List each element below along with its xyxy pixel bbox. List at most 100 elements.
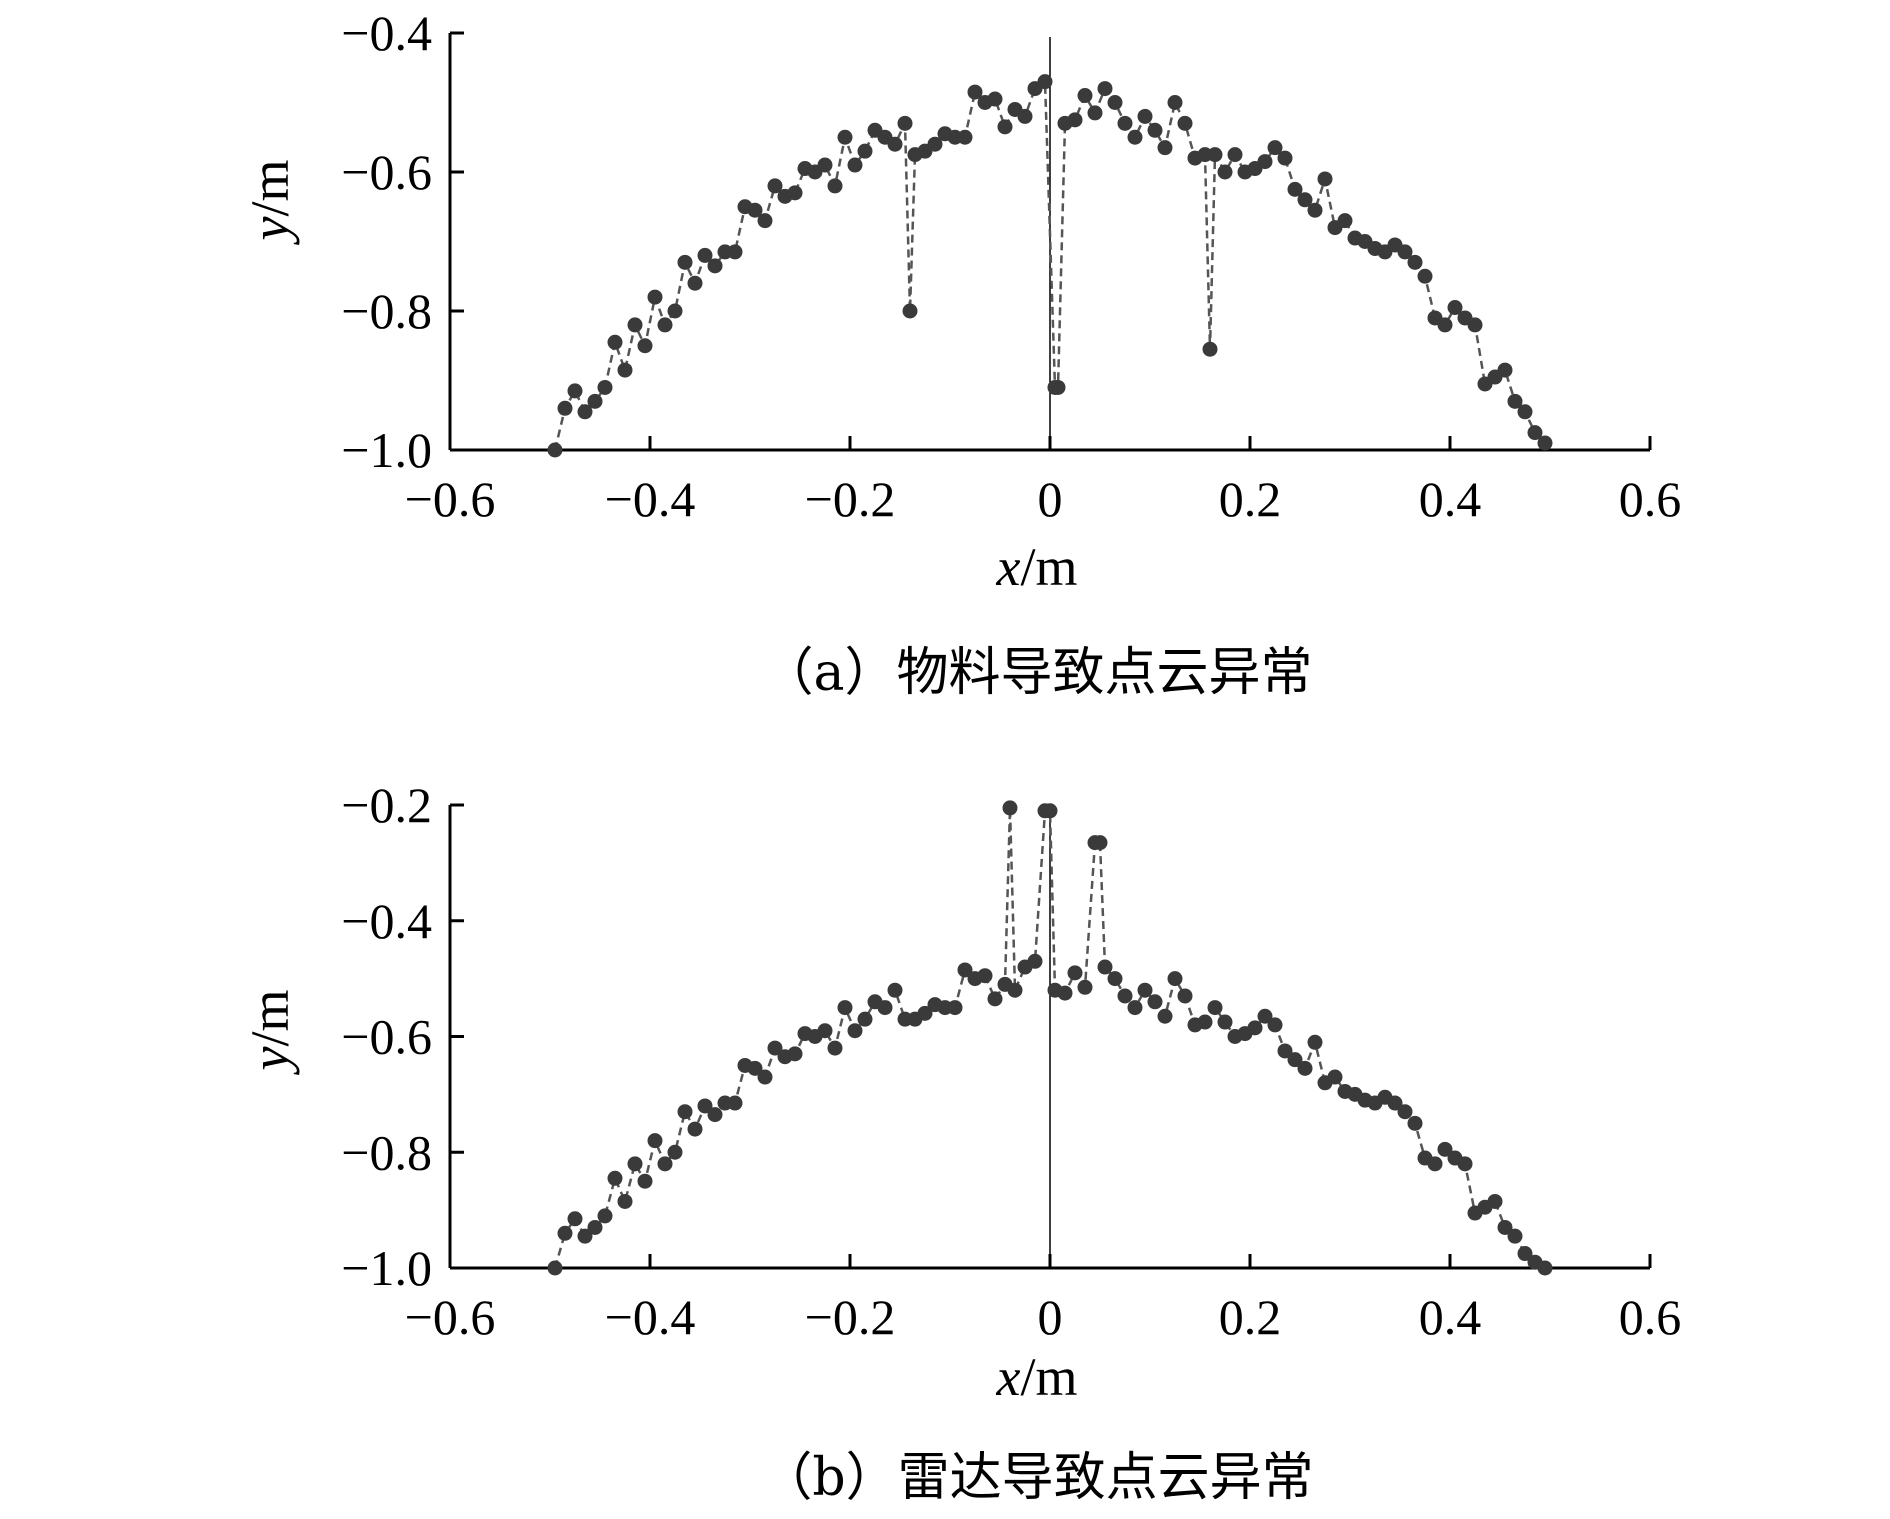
- data-point: [1087, 105, 1103, 121]
- data-point: [1407, 254, 1423, 270]
- data-point: [1007, 982, 1023, 998]
- data-point: [657, 317, 673, 333]
- data-point: [1227, 147, 1243, 163]
- data-point: [547, 442, 563, 458]
- data-point: [1297, 1060, 1313, 1076]
- data-point: [627, 1156, 643, 1172]
- x-tick-label: −0.6: [405, 471, 496, 527]
- data-point: [1427, 1156, 1443, 1172]
- data-point: [567, 1211, 583, 1227]
- data-point: [887, 982, 903, 998]
- data-point: [887, 136, 903, 152]
- x-tick-label: 0: [1038, 471, 1063, 527]
- data-point: [647, 289, 663, 305]
- data-point: [1527, 425, 1543, 441]
- data-point: [1277, 1043, 1293, 1059]
- x-tick-label: 0.2: [1219, 471, 1282, 527]
- data-point: [727, 244, 743, 260]
- data-point: [1197, 1014, 1213, 1030]
- data-point: [697, 1098, 713, 1114]
- data-point: [747, 1060, 763, 1076]
- data-point: [727, 1095, 743, 1111]
- data-point: [1397, 1104, 1413, 1120]
- data-point: [1117, 988, 1133, 1004]
- data-point: [637, 338, 653, 354]
- data-point: [1127, 1000, 1143, 1016]
- data-point: [587, 393, 603, 409]
- data-point: [1537, 1260, 1553, 1276]
- data-point: [1407, 1115, 1423, 1131]
- data-point: [697, 247, 713, 263]
- data-point: [1177, 115, 1193, 131]
- data-point: [687, 1121, 703, 1137]
- panel-caption: （a）物料导致点云异常: [761, 643, 1312, 703]
- data-point: [667, 303, 683, 319]
- data-point: [827, 1040, 843, 1056]
- y-tick-label: −0.8: [341, 1124, 432, 1180]
- data-point: [617, 1193, 633, 1209]
- data-point: [837, 1000, 853, 1016]
- data-point: [1277, 150, 1293, 166]
- x-tick-label: 0.4: [1419, 1289, 1482, 1345]
- data-point: [617, 362, 633, 378]
- data-point: [917, 1005, 933, 1021]
- data-point: [1077, 979, 1093, 995]
- data-point: [1487, 1193, 1503, 1209]
- data-point: [857, 1011, 873, 1027]
- data-point: [967, 84, 983, 100]
- data-point: [1267, 1017, 1283, 1033]
- data-point: [957, 962, 973, 978]
- data-point: [1517, 1246, 1533, 1262]
- data-point: [827, 178, 843, 194]
- data-point: [1167, 971, 1183, 987]
- data-point: [1017, 108, 1033, 124]
- data-point: [577, 1228, 593, 1244]
- data-point: [1027, 953, 1043, 969]
- data-point: [597, 379, 613, 395]
- data-point: [1387, 1095, 1403, 1111]
- data-point: [1202, 341, 1218, 357]
- data-point: [607, 1170, 623, 1186]
- data-point: [587, 1219, 603, 1235]
- data-point: [1002, 800, 1018, 816]
- data-point: [1147, 122, 1163, 138]
- data-point: [1467, 317, 1483, 333]
- data-point: [847, 157, 863, 173]
- data-point: [1497, 1219, 1513, 1235]
- data-point: [707, 258, 723, 274]
- data-point: [637, 1173, 653, 1189]
- y-tick-label: −0.6: [341, 1009, 432, 1065]
- data-point: [1297, 192, 1313, 208]
- data-point: [1257, 1008, 1273, 1024]
- data-point: [677, 1104, 693, 1120]
- data-point: [667, 1144, 683, 1160]
- data-point: [1077, 88, 1093, 104]
- data-point: [1092, 835, 1108, 851]
- panel-caption: （b）雷达导致点云异常: [760, 1448, 1313, 1508]
- data-point: [1107, 971, 1123, 987]
- data-point: [817, 1023, 833, 1039]
- data-point: [977, 968, 993, 984]
- x-tick-label: −0.4: [605, 1289, 696, 1345]
- data-point: [1337, 213, 1353, 229]
- data-point: [1257, 154, 1273, 170]
- data-point: [957, 129, 973, 145]
- x-tick-label: 0.4: [1419, 471, 1482, 527]
- data-point: [847, 1023, 863, 1039]
- data-point: [1517, 404, 1533, 420]
- data-point: [1147, 994, 1163, 1010]
- data-point: [902, 303, 918, 319]
- data-point: [947, 1000, 963, 1016]
- data-point: [927, 136, 943, 152]
- data-point: [757, 213, 773, 229]
- chart-panel-a: y/m x/m （a）物料导致点云异常 −0.6 −0.4 −0.2 0 0.2 0.4 0…: [240, 5, 1681, 703]
- data-point: [987, 91, 1003, 107]
- data-point: [1307, 1034, 1323, 1050]
- data-point: [787, 185, 803, 201]
- data-point: [1207, 1000, 1223, 1016]
- x-tick-label: 0.6: [1619, 1289, 1682, 1345]
- x-tick-label: 0.2: [1219, 1289, 1282, 1345]
- data-point: [787, 1046, 803, 1062]
- data-point: [1127, 129, 1143, 145]
- data-point: [1447, 300, 1463, 316]
